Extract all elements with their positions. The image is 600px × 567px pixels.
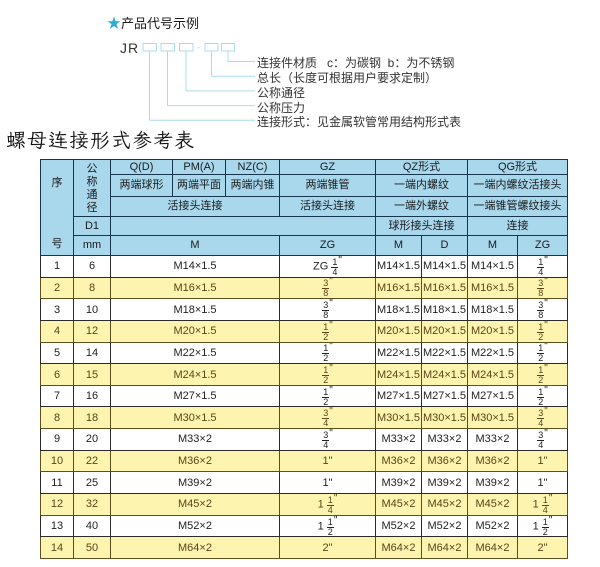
svg-text:-: - bbox=[197, 43, 200, 53]
